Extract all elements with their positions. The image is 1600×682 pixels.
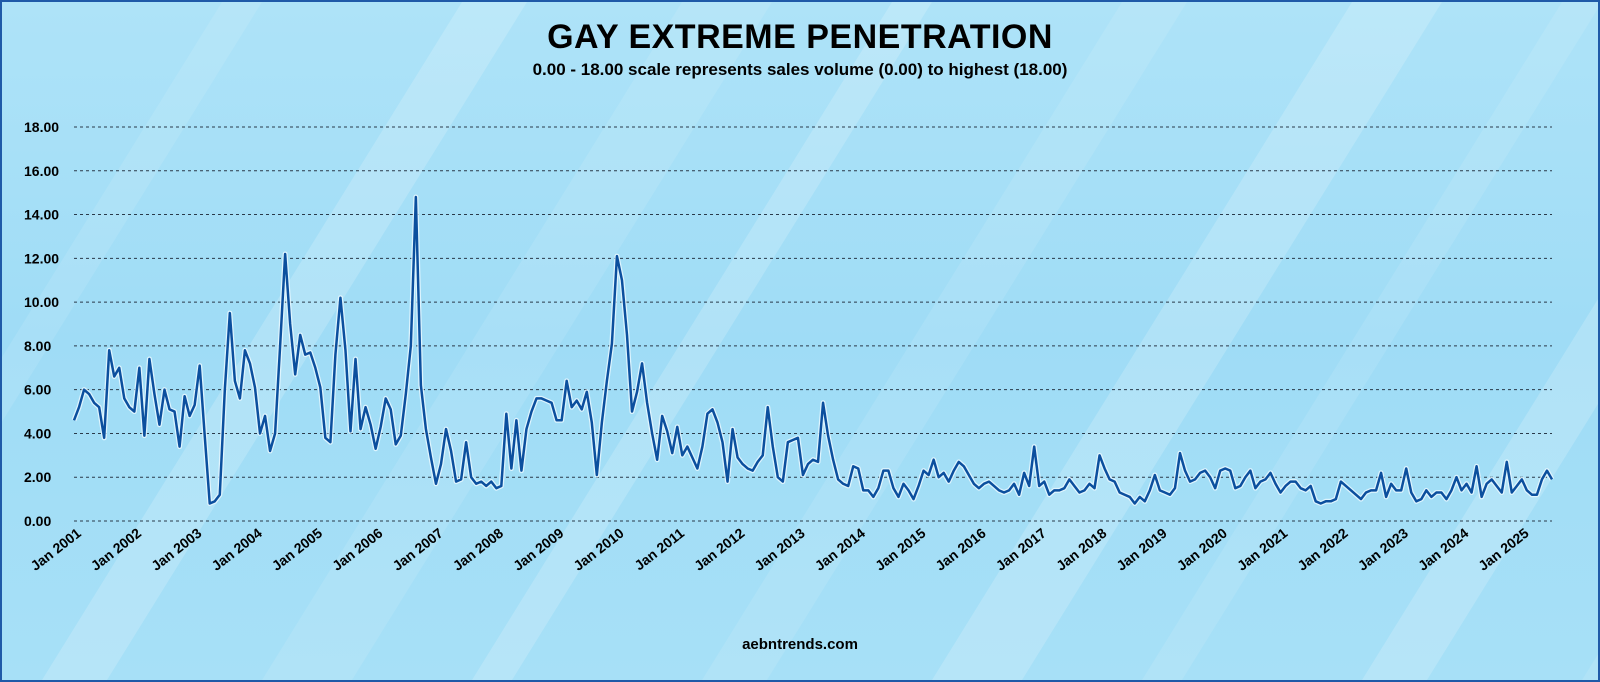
x-tick-label: Jan 2023 (1355, 525, 1412, 574)
x-tick-label: Jan 2015 (872, 525, 929, 574)
y-tick-label: 6.00 (24, 382, 51, 398)
x-tick-label: Jan 2013 (751, 525, 808, 574)
x-tick-label: Jan 2017 (993, 525, 1050, 574)
y-axis-ticks: 0.00 2.00 4.00 6.00 8.00 10.00 12.00 14.00 16.00… (24, 119, 59, 529)
x-tick-label: Jan 2020 (1174, 525, 1231, 574)
chart-title: GAY EXTREME PENETRATION (547, 18, 1053, 56)
background-streak (1582, 654, 1598, 680)
series-line (72, 195, 1554, 505)
x-tick-label: Jan 2005 (269, 525, 326, 574)
source-footer: aebntrends.com (742, 636, 858, 653)
x-tick-label: Jan 2010 (570, 525, 627, 574)
background-streak (2, 2, 262, 422)
chart-subtitle: 0.00 - 18.00 scale represents sales volu… (532, 60, 1068, 79)
y-tick-label: 8.00 (24, 338, 51, 354)
x-tick-label: Jan 2022 (1294, 525, 1351, 574)
y-tick-label: 16.00 (24, 163, 59, 179)
x-tick-label: Jan 2006 (329, 525, 386, 574)
x-tick-label: Jan 2009 (510, 525, 567, 574)
x-tick-label: Jan 2014 (812, 525, 869, 574)
background-streak (262, 2, 772, 680)
x-tick-label: Jan 2001 (27, 525, 84, 574)
background-streak (42, 2, 527, 680)
x-tick-label: Jan 2002 (88, 525, 145, 574)
x-tick-label: Jan 2003 (148, 525, 205, 574)
x-tick-label: Jan 2018 (1053, 525, 1110, 574)
x-tick-label: Jan 2016 (932, 525, 989, 574)
background-streak (1142, 2, 1598, 680)
background-streak (932, 2, 1442, 680)
y-tick-label: 4.00 (24, 425, 51, 441)
series-group (71, 194, 1555, 506)
y-tick-label: 10.00 (24, 294, 59, 310)
x-tick-label: Jan 2019 (1113, 525, 1170, 574)
x-tick-label: Jan 2025 (1475, 525, 1532, 574)
y-tick-label: 0.00 (24, 513, 51, 529)
y-tick-label: 14.00 (24, 207, 59, 223)
x-tick-label: Jan 2007 (389, 525, 446, 574)
x-tick-label: Jan 2024 (1415, 525, 1472, 574)
background-streak (472, 2, 932, 680)
x-tick-label: Jan 2008 (450, 525, 507, 574)
x-tick-label: Jan 2012 (691, 525, 748, 574)
y-tick-label: 2.00 (24, 469, 51, 485)
y-tick-label: 12.00 (24, 250, 59, 266)
x-tick-label: Jan 2021 (1234, 525, 1291, 574)
background-streak (702, 2, 1187, 680)
series-line-glow (71, 194, 1555, 506)
y-tick-label: 18.00 (24, 119, 59, 135)
x-tick-label: Jan 2004 (208, 525, 265, 574)
x-axis-ticks: Jan 2001 Jan 2002 Jan 2003 Jan 2004 Jan 2005… (27, 525, 1531, 574)
x-tick-label: Jan 2011 (631, 525, 687, 574)
